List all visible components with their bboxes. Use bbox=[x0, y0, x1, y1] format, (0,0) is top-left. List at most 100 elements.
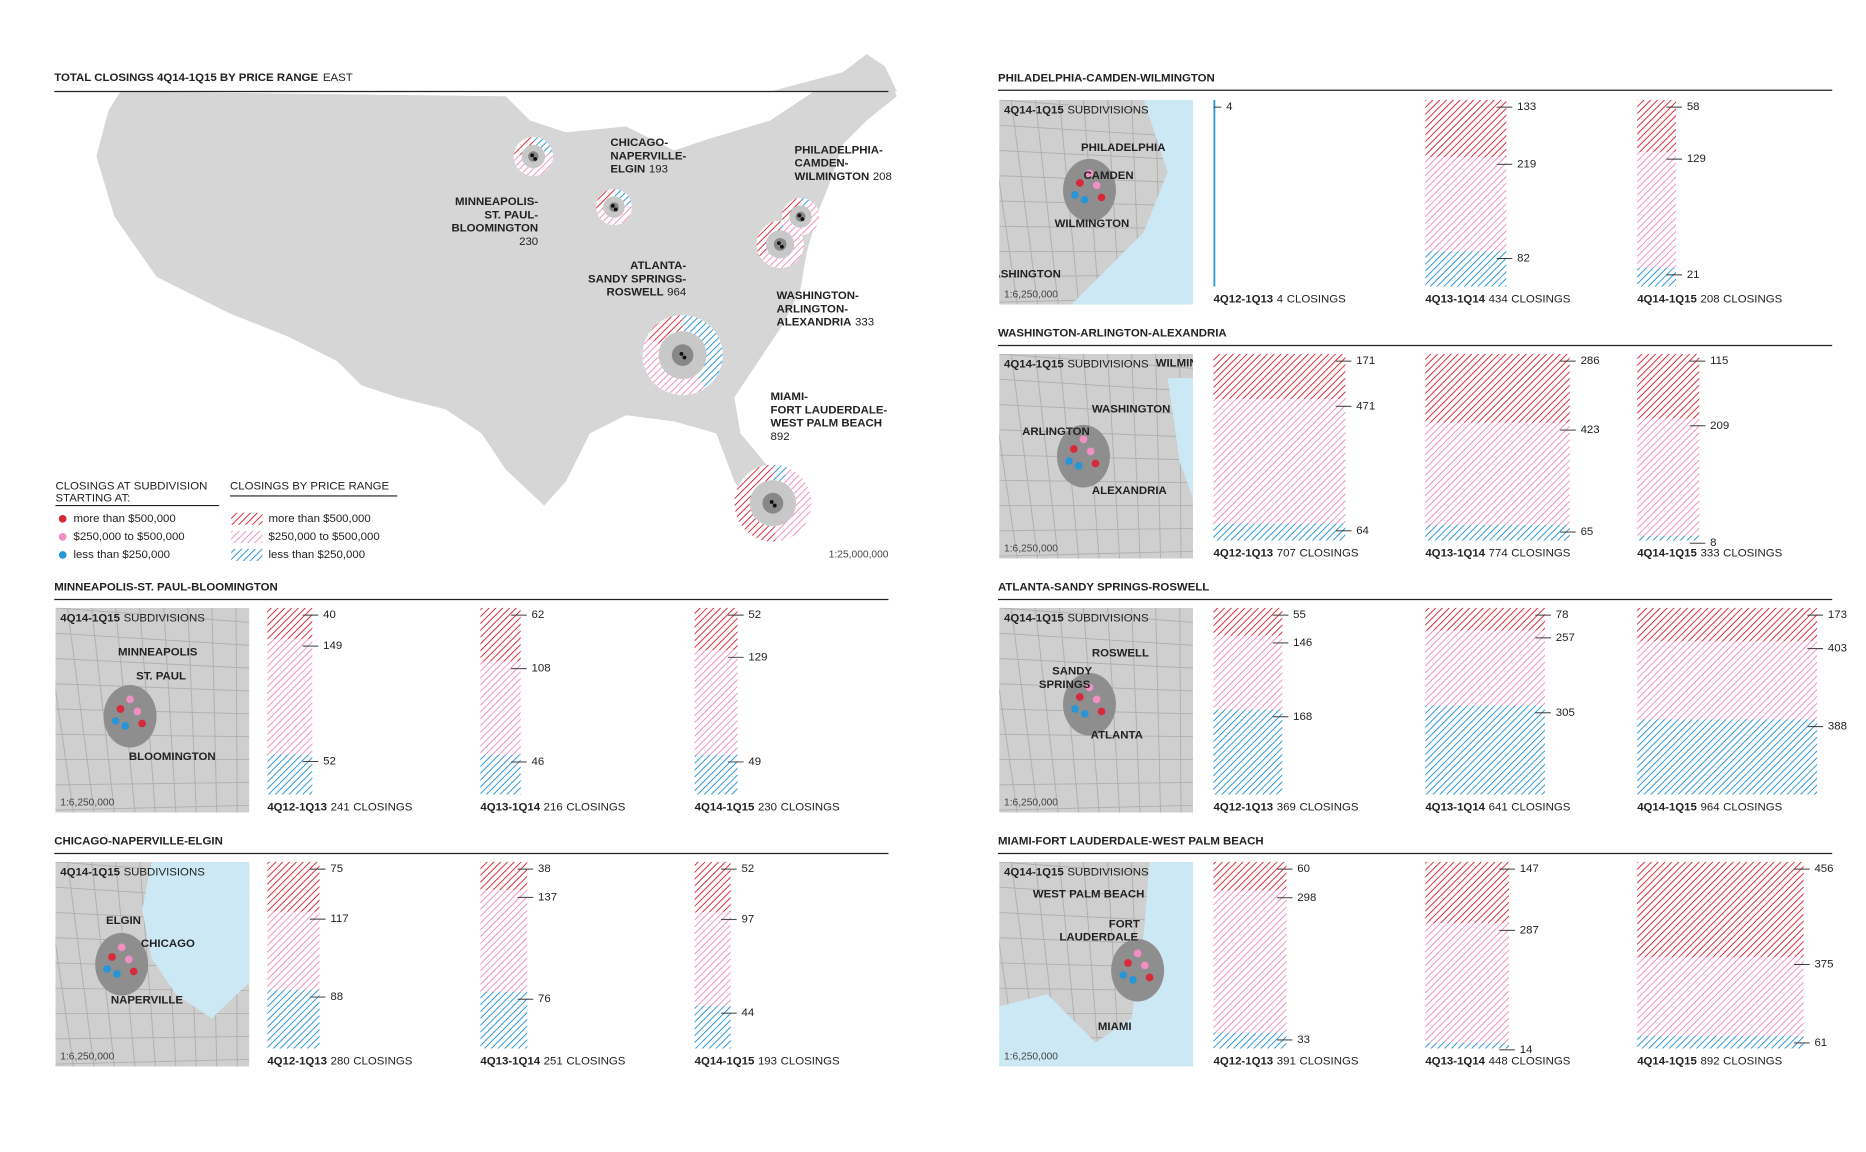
inset-road bbox=[55, 940, 74, 1067]
bar-segment bbox=[1425, 923, 1509, 1043]
value-label: 149 bbox=[323, 640, 342, 652]
inset-road bbox=[1155, 607, 1161, 813]
inset-subdivision bbox=[1092, 181, 1101, 190]
inset-heading-period: 4Q14-1Q15 bbox=[60, 867, 120, 879]
bar-segment bbox=[1213, 890, 1287, 1033]
category-name: 4Q14-1Q15 bbox=[695, 802, 755, 814]
category-total-unit: CLOSINGS bbox=[1287, 294, 1346, 306]
bar-segment bbox=[694, 607, 738, 651]
category-total: 707 bbox=[1277, 548, 1296, 560]
inset-place: WASHINGTON bbox=[982, 268, 1060, 280]
inset-subdivision bbox=[1145, 973, 1154, 982]
donut-segment bbox=[760, 221, 804, 268]
category-name: 4Q13-1Q14 bbox=[1425, 1056, 1485, 1068]
inset-road bbox=[55, 632, 250, 646]
inset-subdivision bbox=[1124, 959, 1132, 967]
bar-segment bbox=[1213, 399, 1346, 524]
value-label: 75 bbox=[330, 863, 343, 875]
legend-hatch-label: less than $250,000 bbox=[269, 549, 366, 561]
category-name: 4Q13-1Q14 bbox=[480, 1056, 540, 1068]
inset-road bbox=[55, 683, 250, 692]
inset-subdivision bbox=[121, 722, 130, 730]
map-label-total: 208 bbox=[873, 171, 892, 183]
map-label: CAMDEN- bbox=[795, 158, 849, 170]
inset-subdivision bbox=[1128, 976, 1137, 984]
inset-road bbox=[999, 733, 1194, 738]
category-total-unit: CLOSINGS bbox=[1723, 548, 1782, 560]
legend-dot bbox=[58, 551, 67, 559]
inset-place: NAPERVILLE bbox=[111, 994, 184, 1006]
value-label: 65 bbox=[1581, 526, 1594, 538]
bar-segment bbox=[1637, 267, 1677, 287]
value-label: 62 bbox=[532, 609, 545, 621]
inset-city bbox=[1063, 672, 1116, 736]
bar-segment bbox=[1637, 641, 1818, 720]
inset-subdivision bbox=[1076, 179, 1084, 187]
inset-place: ARLINGTON bbox=[1022, 426, 1090, 438]
value-label: 219 bbox=[1517, 158, 1536, 170]
inset-road bbox=[999, 378, 1194, 392]
map-label-name: BLOOMINGTON bbox=[451, 223, 538, 235]
inset-subdivision bbox=[1076, 693, 1084, 701]
inset-subdivision bbox=[1097, 193, 1106, 202]
inset-heading-period: 4Q14-1Q15 bbox=[1004, 613, 1064, 625]
inset-road bbox=[999, 403, 1194, 415]
donut-segment bbox=[800, 198, 812, 208]
inset-scale: 1:6,250,000 bbox=[1004, 290, 1058, 301]
category-label: 4Q14-1Q15 230 CLOSINGS bbox=[695, 802, 840, 814]
inset-city bbox=[95, 932, 149, 996]
value-label: 88 bbox=[330, 991, 343, 1003]
inset-heading: 4Q14-1Q15 SUBDIVISIONS bbox=[60, 613, 205, 625]
inset-road bbox=[55, 686, 74, 813]
panel-title: MIAMI-FORT LAUDERDALE-WEST PALM BEACH bbox=[998, 835, 1264, 847]
inset-subdivision bbox=[1091, 459, 1100, 468]
category-total-unit: CLOSINGS bbox=[1299, 548, 1358, 560]
donut-segment bbox=[774, 468, 812, 542]
donut-segment bbox=[513, 151, 553, 177]
inset-subdivision bbox=[125, 955, 133, 964]
legend-dot bbox=[58, 533, 67, 541]
bar-segment bbox=[267, 638, 313, 755]
map-label: SANDY SPRINGS- bbox=[588, 273, 686, 285]
inset-place: ATLANTA bbox=[1091, 730, 1143, 742]
bar-segment bbox=[267, 911, 320, 990]
panel-title: ATLANTA-SANDY SPRINGS-ROSWELL bbox=[998, 581, 1209, 593]
inset-scale: 1:6,250,000 bbox=[60, 798, 114, 809]
value-label: 64 bbox=[1356, 525, 1369, 537]
inset-heading-suffix: SUBDIVISIONS bbox=[1067, 359, 1149, 371]
bar-segment bbox=[480, 861, 528, 891]
bar-segment bbox=[1425, 861, 1509, 924]
bar-segment bbox=[1213, 1032, 1287, 1049]
value-label: 298 bbox=[1297, 892, 1316, 904]
map-label: ATLANTA- bbox=[630, 260, 686, 272]
category-label: 4Q13-1Q14 434 CLOSINGS bbox=[1425, 294, 1570, 306]
inset-place: WASHINGTON bbox=[1092, 403, 1170, 415]
inset-road bbox=[999, 804, 1194, 811]
category-name: 4Q12-1Q13 bbox=[267, 802, 327, 814]
value-label: 21 bbox=[1687, 269, 1700, 281]
inset-subdivision bbox=[1085, 169, 1094, 178]
inset-city bbox=[1111, 938, 1165, 1002]
inset-heading-period: 4Q14-1Q15 bbox=[60, 613, 120, 625]
inset-subdivision bbox=[1079, 435, 1088, 444]
inset-subdivision bbox=[103, 965, 112, 973]
category-name: 4Q12-1Q13 bbox=[267, 1056, 327, 1068]
value-label: 423 bbox=[1581, 424, 1600, 436]
map-label: ROSWELL 964 bbox=[606, 287, 686, 299]
panel-title: PHILADELPHIA-CAMDEN-WILMINGTON bbox=[998, 72, 1215, 84]
legend-swatch bbox=[231, 512, 263, 525]
category-total-unit: CLOSINGS bbox=[1723, 294, 1782, 306]
bar-segment bbox=[694, 1005, 731, 1049]
inset-subdivision bbox=[1080, 709, 1089, 718]
map-label-name: ALEXANDRIA bbox=[777, 317, 852, 329]
value-label: 46 bbox=[532, 756, 545, 768]
inset-subdivision bbox=[117, 943, 126, 952]
bar-segment bbox=[480, 661, 521, 755]
donut-segment bbox=[596, 189, 615, 210]
inset-heading: 4Q14-1Q15 SUBDIVISIONS bbox=[1004, 613, 1149, 625]
inset-road bbox=[163, 607, 177, 813]
inset-road bbox=[999, 632, 1194, 646]
value-label: 52 bbox=[741, 863, 754, 875]
category-label: 4Q14-1Q15 964 CLOSINGS bbox=[1637, 802, 1782, 814]
